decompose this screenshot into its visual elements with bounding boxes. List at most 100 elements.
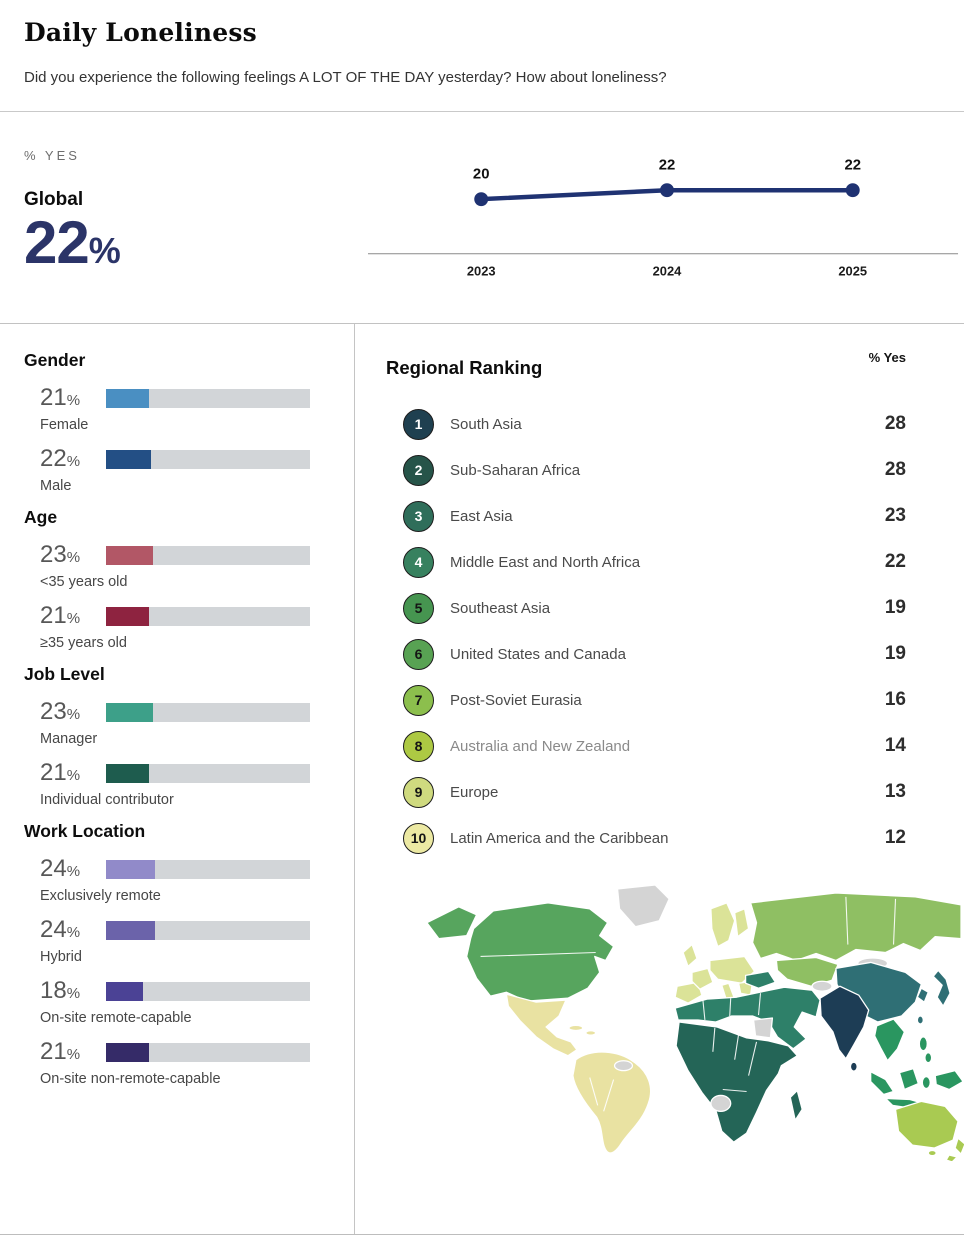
- trend-point-2023: [474, 192, 489, 207]
- rank-badge: 4: [403, 546, 434, 578]
- global-scope-label: Global: [24, 189, 84, 210]
- percent-sign: %: [66, 610, 81, 627]
- bar-value: 21%: [40, 1038, 106, 1066]
- bar-row-exclusively-remote: 24% Exclusively remote: [40, 855, 334, 904]
- rank-label: Latin America and the Caribbean: [450, 829, 669, 847]
- map-region-russia: [749, 892, 962, 962]
- trend-line-chart: 20 22 22 2023 2024 2025: [364, 134, 964, 323]
- bar-label: On-site non-remote-capable: [40, 1071, 221, 1087]
- bar-fill: [106, 388, 149, 408]
- map-region-korea: [916, 987, 929, 1003]
- bar-value-number: 24: [40, 855, 67, 882]
- map-region-madagascar: [789, 1089, 803, 1121]
- rank-badge: 7: [403, 684, 434, 716]
- demographics-panel: Gender 21% Female 22% Male Age 23%: [0, 324, 355, 1234]
- map-region-taiwan: [916, 1015, 924, 1025]
- percent-sign: %: [66, 549, 81, 566]
- trend-value-2025: 22: [844, 157, 861, 173]
- bar-row-hybrid: 24% Hybrid: [40, 916, 334, 965]
- bar-label: Female: [40, 417, 89, 433]
- bar-track: [106, 920, 310, 940]
- bar-track: [106, 859, 310, 879]
- header-divider: [0, 111, 964, 112]
- trend-year-2023: 2023: [467, 264, 496, 279]
- map-region-south-america: [572, 1051, 652, 1154]
- map-region-new-guinea: [934, 1069, 964, 1091]
- bar-track: [106, 449, 310, 469]
- map-region-australia: [894, 1100, 959, 1149]
- percent-sign: %: [66, 985, 81, 1002]
- ranking-value-header: % Yes: [868, 350, 906, 365]
- bar-value: 21%: [40, 759, 106, 787]
- rank-row-us-canada: 6 United States and Canada 19: [386, 631, 964, 677]
- group-heading: Job Level: [24, 664, 105, 684]
- bar-fill: [106, 859, 155, 879]
- bar-value: 23%: [40, 698, 106, 726]
- rank-label: United States and Canada: [450, 645, 626, 663]
- bar-row-under35: 23% <35 years old: [40, 541, 334, 590]
- bar-track: [106, 763, 310, 783]
- rank-value: 28: [884, 459, 906, 480]
- rank-label: Middle East and North Africa: [450, 553, 641, 571]
- bar-label: Manager: [40, 731, 98, 747]
- map-region-greenland: [616, 884, 670, 928]
- bar-value-number: 21: [40, 759, 67, 786]
- map-region-finland: [734, 908, 750, 938]
- map-region-indochina: [874, 1018, 906, 1062]
- trend-point-2024: [660, 183, 674, 198]
- global-percent-sign: %: [88, 230, 121, 271]
- rank-value: 23: [884, 505, 906, 526]
- map-region-new-zealand-south: [945, 1154, 958, 1161]
- rank-badge: 3: [403, 500, 434, 532]
- percent-sign: %: [66, 767, 81, 784]
- map-region-sri-lanka: [849, 1061, 858, 1072]
- group-heading: Age: [24, 507, 58, 527]
- map-region-japan: [932, 969, 951, 1007]
- map-region-mena: [674, 986, 821, 1050]
- rank-value: 19: [884, 597, 906, 618]
- rank-label: Europe: [450, 783, 499, 801]
- rank-row-sub-saharan-africa: 2 Sub-Saharan Africa 28: [386, 447, 964, 493]
- rank-row-europe: 9 Europe 13: [386, 769, 964, 815]
- trend-value-2024: 22: [659, 157, 676, 173]
- rank-badge: 1: [403, 408, 434, 440]
- map-region-mexico-central-america: [505, 993, 578, 1057]
- map-region-borneo: [898, 1068, 919, 1091]
- trend-value-2023: 20: [473, 166, 490, 182]
- rank-label: Southeast Asia: [450, 599, 551, 617]
- bar-row-individual-contributor: 21% Individual contributor: [40, 759, 334, 808]
- rank-row-post-soviet-eurasia: 7 Post-Soviet Eurasia 16: [386, 677, 964, 723]
- bar-fill: [106, 545, 153, 565]
- percent-sign: %: [66, 924, 81, 941]
- percent-sign: %: [66, 863, 81, 880]
- rank-row-east-asia: 3 East Asia 23: [386, 493, 964, 539]
- rank-label: South Asia: [450, 415, 522, 433]
- map-region-caribbean-2: [585, 1030, 597, 1036]
- regional-panel: Regional Ranking % Yes 1 South Asia 28 2…: [355, 324, 964, 1234]
- map-border-north-africa: [702, 993, 762, 1021]
- bar-label: Individual contributor: [40, 792, 174, 808]
- map-region-alaska: [426, 906, 478, 940]
- bar-row-female: 21% Female: [40, 384, 334, 433]
- global-stat-block: % YES Global 22%: [0, 112, 364, 323]
- bar-value: 23%: [40, 541, 106, 569]
- map-region-sumatra: [870, 1070, 895, 1096]
- bar-value: 24%: [40, 855, 106, 883]
- bar-value-number: 24: [40, 916, 67, 943]
- bar-value: 18%: [40, 977, 106, 1005]
- rank-badge: 6: [403, 638, 434, 670]
- bar-value-number: 23: [40, 541, 67, 568]
- global-value: 22%: [24, 213, 364, 273]
- rank-label: Post-Soviet Eurasia: [450, 691, 582, 709]
- group-job-level: Job Level 23% Manager 21% Individual con…: [24, 664, 334, 808]
- rank-value: 19: [884, 643, 906, 664]
- map-region-us-canada: [466, 902, 615, 1002]
- rank-row-latin-america-caribbean: 10 Latin America and the Caribbean 12: [386, 815, 964, 861]
- bar-row-male: 22% Male: [40, 445, 334, 494]
- trend-point-2025: [845, 183, 860, 198]
- rank-badge: 2: [403, 454, 434, 486]
- map-region-philippines: [918, 1036, 928, 1052]
- group-heading: Work Location: [24, 821, 146, 841]
- bar-row-onsite-non-remote-capable: 21% On-site non-remote-capable: [40, 1038, 334, 1087]
- map-region-new-zealand: [954, 1137, 964, 1155]
